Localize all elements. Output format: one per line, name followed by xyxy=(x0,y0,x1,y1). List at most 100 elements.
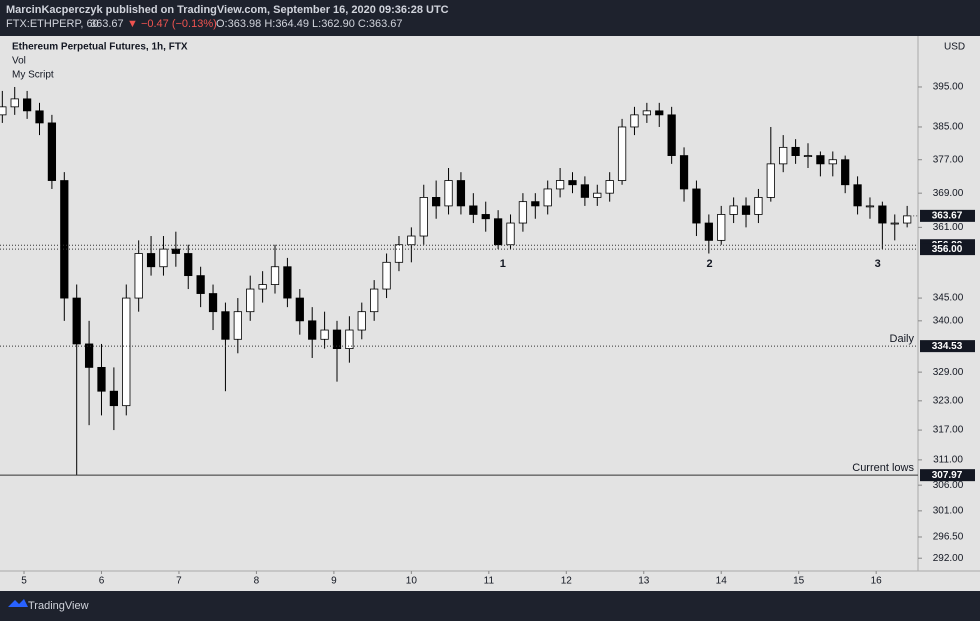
candle-body xyxy=(444,180,453,207)
candle-body xyxy=(456,180,466,207)
publisher: MarcinKacperczyk published on TradingVie… xyxy=(6,4,449,16)
candle-body xyxy=(717,214,726,241)
currency: USD xyxy=(944,42,965,53)
level-tag xyxy=(920,469,975,482)
candle-body xyxy=(0,106,7,116)
candle-body xyxy=(593,192,602,198)
candle-body xyxy=(221,311,230,340)
logo xyxy=(8,599,28,607)
y-tick-label: 385.00 xyxy=(933,122,964,133)
y-tick-label: 311.00 xyxy=(933,455,963,466)
candle-body xyxy=(531,201,540,207)
candle-body xyxy=(122,297,131,407)
candle-body xyxy=(816,155,825,165)
x-tick-label: 10 xyxy=(406,576,418,587)
x-tick-label: 5 xyxy=(21,576,27,587)
candle-body xyxy=(605,180,614,194)
y-tick-label: 345.00 xyxy=(933,293,964,304)
candle-body xyxy=(35,110,44,124)
x-tick-label: 9 xyxy=(331,576,337,587)
candle-body xyxy=(853,184,862,207)
footer-brand[interactable]: TradingView xyxy=(28,600,89,612)
candle-body xyxy=(568,180,577,186)
indicator: My Script xyxy=(12,70,54,81)
candle-body xyxy=(84,343,94,368)
candle-body xyxy=(630,114,639,128)
candle-body xyxy=(270,266,280,285)
candle-body xyxy=(419,197,428,237)
candle-body xyxy=(828,159,837,165)
annotation: 2 xyxy=(707,258,713,270)
candle-body xyxy=(878,205,887,224)
candle-body xyxy=(617,126,627,181)
y-tick-label: 301.00 xyxy=(933,505,964,516)
candle-body xyxy=(60,180,69,299)
candle-body xyxy=(692,188,701,224)
y-tick-label: 377.00 xyxy=(933,154,964,165)
candle-body xyxy=(543,188,552,207)
candle-body xyxy=(258,284,267,290)
level-tag-label: 356.00 xyxy=(932,244,963,255)
candle-body xyxy=(865,205,875,208)
candle-body xyxy=(109,390,118,407)
y-tick-label: 296.50 xyxy=(933,532,964,543)
candle-body xyxy=(184,253,193,277)
chart-title: Ethereum Perpetual Futures, 1h, FTX xyxy=(12,42,188,53)
candle-body xyxy=(890,222,899,225)
x-tick-label: 12 xyxy=(561,576,573,587)
x-tick-label: 16 xyxy=(871,576,883,587)
candle-body xyxy=(196,275,205,294)
y-tick-label: 395.00 xyxy=(933,82,964,93)
candle-body xyxy=(357,311,366,331)
level-text: Current lows xyxy=(852,462,914,474)
level-tag xyxy=(920,340,975,353)
x-tick-label: 7 xyxy=(176,576,182,587)
chart-area xyxy=(0,36,980,591)
level-tag-label: 334.53 xyxy=(932,341,963,352)
candle-body xyxy=(754,197,763,215)
y-tick-label: 340.00 xyxy=(933,315,964,326)
annotation: 1 xyxy=(500,258,506,270)
y-tick-label: 361.00 xyxy=(933,222,964,233)
candle-body xyxy=(394,244,404,263)
candle-body xyxy=(729,205,738,215)
symbol: FTX:ETHPERP, 60 xyxy=(6,18,99,30)
last: 363.67 xyxy=(90,18,124,30)
candle-body xyxy=(320,329,329,340)
y-tick-label: 292.00 xyxy=(933,553,964,564)
candle-body xyxy=(903,215,912,224)
candle-body xyxy=(432,197,441,207)
x-tick-label: 13 xyxy=(638,576,650,587)
x-tick-label: 15 xyxy=(793,576,805,587)
level-tag-label: 307.97 xyxy=(932,470,963,481)
candle-body xyxy=(741,205,751,215)
x-tick-label: 14 xyxy=(716,576,728,587)
candle-body xyxy=(494,218,503,246)
annotation: 3 xyxy=(875,258,881,270)
last-price-tag xyxy=(920,209,975,222)
y-tick-label: 323.00 xyxy=(933,395,964,406)
candle-body xyxy=(246,288,255,313)
candle-body xyxy=(171,248,180,254)
candle-body xyxy=(642,110,651,116)
candle-body xyxy=(332,329,342,350)
candle-body xyxy=(506,222,515,246)
candle-body xyxy=(295,297,304,322)
candle-body xyxy=(779,146,788,165)
candle-body xyxy=(308,320,317,340)
indicator: Vol xyxy=(12,56,26,67)
candle-body xyxy=(134,253,143,299)
candle-body xyxy=(146,253,156,268)
candle-body xyxy=(766,163,775,198)
candle-body xyxy=(655,110,664,116)
y-tick-label: 306.00 xyxy=(933,480,964,491)
candle-body xyxy=(345,329,354,350)
candle-body xyxy=(555,180,565,190)
candle-body xyxy=(10,98,19,108)
y-tick-label: 369.00 xyxy=(933,188,964,199)
candle-body xyxy=(159,248,168,268)
last-price-label: 363.67 xyxy=(932,211,963,222)
candle-body xyxy=(469,205,478,215)
level-tag xyxy=(920,243,975,256)
